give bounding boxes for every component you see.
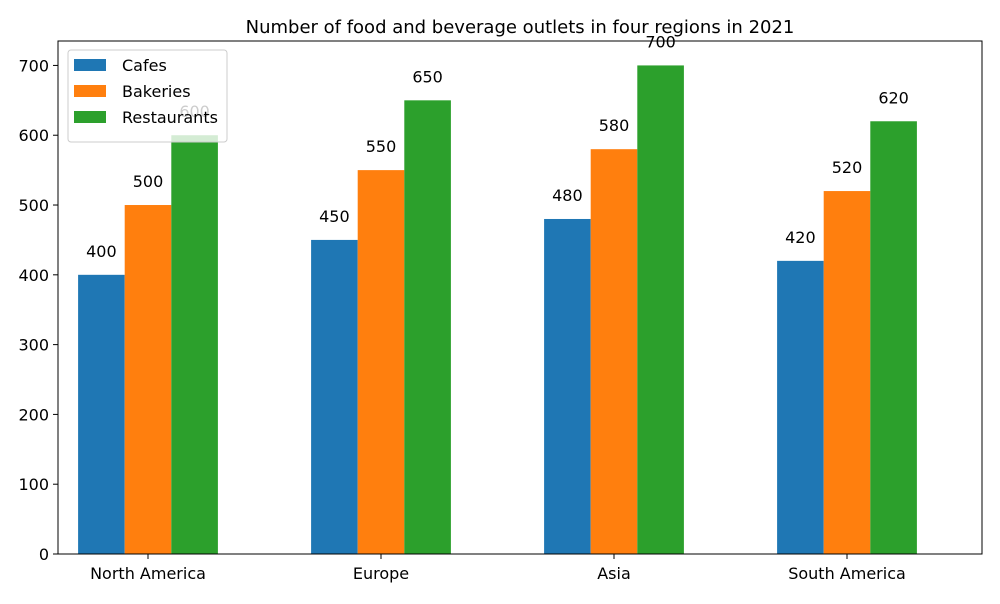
- data-label: 450: [319, 207, 350, 226]
- y-tick-label: 200: [18, 405, 49, 424]
- plot-frame: [57, 40, 983, 555]
- data-label: 580: [599, 116, 630, 135]
- y-tick-label: 0: [39, 545, 49, 564]
- data-label: 480: [552, 186, 583, 205]
- legend-label-cafes: Cafes: [122, 56, 167, 75]
- legend-label-bakeries: Bakeries: [122, 82, 191, 101]
- legend-swatch-cafes: [74, 59, 106, 71]
- bar-cafes-south-america: [777, 260, 824, 554]
- bar-restaurants-south-america: [870, 121, 917, 554]
- x-tick-label: Europe: [353, 564, 409, 583]
- data-label: 650: [412, 67, 443, 86]
- bar-restaurants-asia: [637, 65, 684, 554]
- data-label: 550: [366, 137, 397, 156]
- x-axis: North America Europe Asia South America: [90, 554, 906, 583]
- bar-restaurants-europe: [404, 100, 451, 554]
- legend: Cafes Bakeries Restaurants: [67, 49, 228, 143]
- y-tick-label: 600: [18, 126, 49, 145]
- legend-box: [67, 49, 228, 143]
- bars: [78, 65, 917, 555]
- data-label: 400: [86, 242, 117, 261]
- bar-labels: 400500600450550650480580700420520620: [86, 32, 909, 260]
- bar-bakeries-europe: [357, 170, 405, 555]
- bar-cafes-north-america: [78, 274, 125, 554]
- y-tick-label: 300: [18, 336, 49, 355]
- legend-swatch-bakeries: [74, 85, 106, 97]
- x-tick-label: South America: [788, 564, 906, 583]
- data-label: 520: [832, 158, 863, 177]
- bar-bakeries-south-america: [823, 191, 871, 554]
- bar-bakeries-north-america: [124, 205, 172, 555]
- data-label: 700: [645, 32, 676, 51]
- bar-cafes-europe: [311, 239, 358, 554]
- y-axis: 0 100 200 300 400 500 600 700: [18, 56, 58, 564]
- x-tick-label: Asia: [597, 564, 631, 583]
- y-tick-label: 100: [18, 475, 49, 494]
- data-label: 420: [785, 228, 816, 247]
- y-tick-label: 500: [18, 196, 49, 215]
- chart-title: Number of food and beverage outlets in f…: [246, 17, 795, 38]
- y-tick-label: 700: [18, 56, 49, 75]
- bar-bakeries-asia: [590, 149, 638, 555]
- data-label: 500: [133, 172, 164, 191]
- bar-restaurants-north-america: [171, 135, 218, 554]
- legend-label-restaurants: Restaurants: [122, 108, 218, 127]
- legend-swatch-restaurants: [74, 111, 106, 123]
- y-tick-label: 400: [18, 266, 49, 285]
- x-tick-label: North America: [90, 564, 206, 583]
- data-label: 620: [878, 88, 909, 107]
- bar-cafes-asia: [544, 218, 591, 554]
